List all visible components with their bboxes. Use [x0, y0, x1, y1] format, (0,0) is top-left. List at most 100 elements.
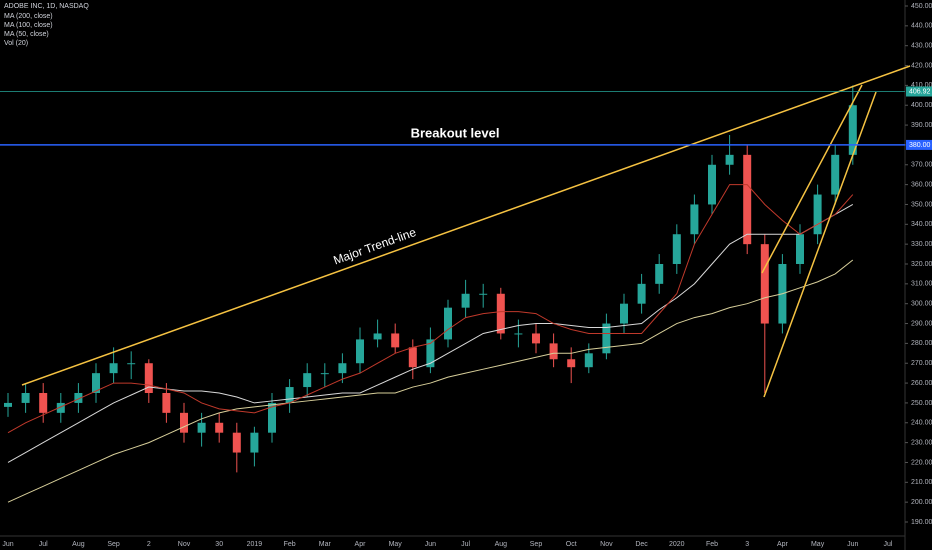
indicator: MA (50, close) — [4, 31, 49, 38]
x-tick-label: Jun — [847, 541, 858, 548]
y-tick-label: 360.00 — [911, 181, 932, 188]
y-tick-label: 220.00 — [911, 459, 932, 466]
y-tick-label: 200.00 — [911, 499, 932, 506]
candle-body — [831, 154, 840, 195]
candle-body — [532, 333, 540, 344]
x-tick-label: Nov — [600, 541, 613, 548]
candle-body — [690, 204, 699, 235]
x-tick-label: Feb — [284, 541, 296, 548]
candle-body — [4, 402, 12, 407]
x-tick-label: 30 — [215, 541, 223, 548]
candle-body — [268, 402, 276, 433]
x-tick-label: Apr — [355, 541, 367, 548]
wedge-line — [763, 91, 877, 398]
candle-body — [479, 293, 488, 295]
candle-body — [250, 432, 259, 453]
candle-body — [796, 234, 804, 264]
y-tick-label: 240.00 — [911, 420, 932, 427]
y-tick-label: 190.00 — [911, 519, 932, 526]
plot — [4, 85, 857, 503]
y-tick-label: 390.00 — [911, 122, 932, 129]
y-tick-label: 330.00 — [911, 241, 932, 248]
y-tick-label: 320.00 — [911, 261, 932, 268]
x-tick-label: Jun — [425, 541, 436, 548]
y-tick-label: 300.00 — [911, 301, 932, 308]
x-tick-label: Aug — [495, 541, 508, 548]
y-tick-label: 210.00 — [911, 479, 932, 486]
y-tick-label: 350.00 — [911, 201, 932, 208]
y-tick-label: 410.00 — [911, 82, 932, 89]
x-tick-label: Dec — [635, 541, 648, 548]
candle-body — [620, 303, 628, 324]
y-tick-label: 250.00 — [911, 400, 932, 407]
indicator: MA (200, close) — [4, 13, 53, 20]
candle-body — [461, 293, 470, 308]
y-tick-label: 420.00 — [911, 62, 932, 69]
x-tick-label: Apr — [777, 541, 789, 548]
x-tick-label: 3 — [745, 541, 749, 548]
x-tick-label: Mar — [319, 541, 332, 548]
x-tick-label: Feb — [706, 541, 718, 548]
candle-body — [391, 333, 400, 348]
x-tick-label: Jun — [2, 541, 13, 548]
y-tick-label: 230.00 — [911, 439, 932, 446]
y-tick-label: 430.00 — [911, 43, 932, 50]
candle-body — [109, 363, 118, 374]
y-tick-label: 340.00 — [911, 221, 932, 228]
candle-body — [338, 363, 347, 374]
level-tag — [906, 139, 932, 150]
ma-line — [7, 259, 854, 503]
candle-body — [215, 422, 224, 433]
chart-title: ADOBE INC, 1D, NASDAQ — [4, 3, 89, 10]
candle-body — [127, 363, 136, 365]
wedge-line — [761, 84, 863, 274]
candle-body — [197, 422, 206, 433]
x-tick-label: Jul — [884, 541, 893, 548]
x-tick-label: Aug — [72, 541, 85, 548]
y-tick-label: 440.00 — [911, 23, 932, 30]
x-tick-label: Sep — [530, 541, 543, 548]
candle-body — [708, 164, 716, 205]
x-tick-label: Nov — [178, 541, 191, 548]
candle-body — [514, 333, 523, 335]
candle-body — [303, 373, 312, 388]
candle-body — [426, 339, 435, 368]
candle-body — [567, 359, 576, 368]
candle-body — [56, 402, 65, 413]
indicator: MA (100, close) — [4, 22, 53, 29]
annotation: Breakout level — [411, 125, 500, 140]
ma-line — [7, 184, 854, 434]
trend-line — [21, 65, 911, 386]
candle-body — [813, 194, 822, 235]
level-label: 406.92 — [909, 88, 931, 95]
level-label: 380.00 — [909, 142, 931, 149]
candle-body — [444, 307, 452, 340]
y-tick-label: 290.00 — [911, 320, 932, 327]
x-tick-label: Jul — [461, 541, 470, 548]
level-tag — [906, 86, 932, 97]
x-tick-label: Sep — [107, 541, 120, 548]
candle-body — [285, 387, 294, 403]
y-tick-label: 310.00 — [911, 281, 932, 288]
candle-body — [602, 323, 611, 354]
ma-line — [7, 204, 854, 463]
candle-body — [74, 393, 83, 403]
candle-body — [144, 363, 153, 393]
candle-body — [743, 154, 752, 245]
candle-body — [584, 353, 593, 368]
candle-body — [408, 347, 417, 368]
candle-body — [549, 343, 558, 360]
candle-body — [232, 432, 241, 453]
y-tick-label: 450.00 — [911, 3, 932, 10]
candle-body — [637, 283, 646, 304]
candle-body — [496, 293, 505, 334]
candle-body — [162, 393, 171, 413]
candle-body — [725, 154, 734, 165]
y-tick-label: 400.00 — [911, 102, 932, 109]
x-tick-label: 2020 — [669, 541, 685, 548]
x-tick-label: 2019 — [247, 541, 263, 548]
candle-body — [356, 339, 364, 364]
y-tick-label: 270.00 — [911, 360, 932, 367]
candle-body — [21, 393, 30, 403]
